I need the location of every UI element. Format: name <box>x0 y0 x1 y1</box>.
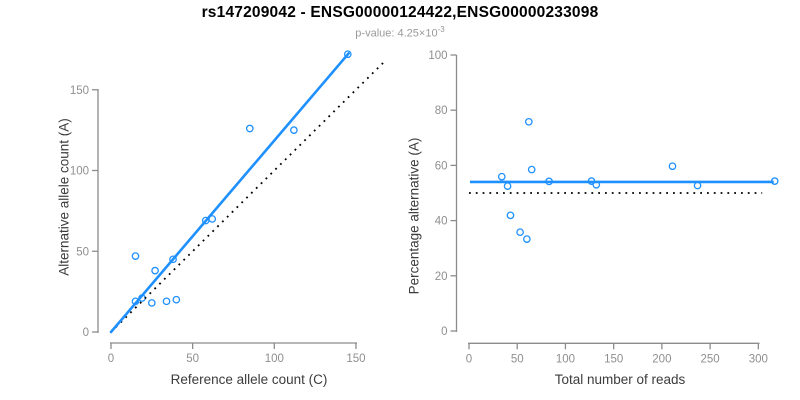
right-data-point <box>693 181 702 190</box>
right-x-tick-label: 100 <box>556 353 575 365</box>
pvalue-text: p-value: 4.25×10 <box>355 27 438 40</box>
left-data-point <box>131 252 140 260</box>
regression-line <box>109 52 350 334</box>
left-data-point <box>290 126 298 134</box>
figure-title: rs147209042 - ENSG00000124422,ENSG000002… <box>201 4 599 21</box>
right-y-tick-label: 80 <box>435 105 448 117</box>
left-y-tick-label: 100 <box>70 166 89 178</box>
right-x-axis-title: Total number of reads <box>554 372 686 387</box>
right-x-tick-label: 250 <box>701 353 720 365</box>
identity-line <box>110 59 387 333</box>
right-y-tick-label: 0 <box>441 326 447 338</box>
left-x-tick-label: 0 <box>108 353 114 365</box>
right-data-point <box>668 162 677 171</box>
right-x-tick-label: 200 <box>652 353 671 365</box>
left-x-tick-label: 100 <box>265 353 284 365</box>
left-data-point <box>151 266 159 275</box>
right-x-tick-label: 300 <box>749 353 768 365</box>
right-data-point <box>524 117 533 126</box>
right-y-axis-title: Percentage alternative (A) <box>406 137 422 295</box>
right-data-point <box>523 235 531 243</box>
right-data-point <box>516 228 524 237</box>
right-data-point <box>497 172 506 181</box>
left-x-tick-label: 150 <box>346 353 365 365</box>
left-data-point <box>245 124 254 133</box>
figure-subtitle: p-value: 4.25×10-3 <box>0 25 800 40</box>
pvalue-exponent: -3 <box>437 25 445 34</box>
right-x-tick-label: 0 <box>466 353 472 365</box>
right-y-tick-label: 20 <box>435 271 448 283</box>
left-data-point <box>172 295 181 304</box>
left-data-point <box>147 299 156 307</box>
right-x-tick-label: 150 <box>604 353 623 365</box>
left-data-point <box>162 297 171 306</box>
left-y-tick-label: 0 <box>83 327 89 339</box>
left-data-point <box>343 50 352 59</box>
right-y-tick-label: 100 <box>428 50 447 62</box>
left-y-tick-label: 150 <box>70 85 89 97</box>
right-data-point <box>527 165 536 174</box>
right-y-tick-label: 40 <box>435 216 448 228</box>
right-y-tick-label: 60 <box>435 160 448 172</box>
left-x-tick-label: 50 <box>186 353 199 365</box>
left-y-axis-title: Alternative allele count (A) <box>56 118 72 276</box>
left-data-point <box>169 255 177 264</box>
left-y-tick-label: 50 <box>76 246 89 258</box>
right-data-point <box>506 211 515 220</box>
left-x-axis-title: Reference allele count (C) <box>170 372 328 387</box>
right-data-point <box>503 182 512 190</box>
right-x-tick-label: 50 <box>511 353 524 365</box>
